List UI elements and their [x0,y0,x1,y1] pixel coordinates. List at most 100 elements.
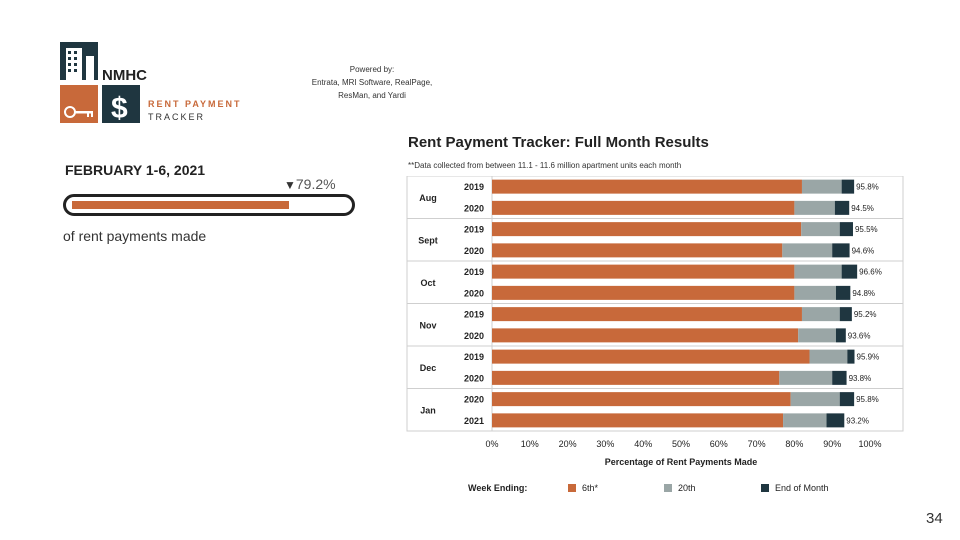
powered-by: Powered by: Entrata, MRI Software, RealP… [296,63,448,102]
bar-segment-end-of-month [839,307,852,322]
bar-segment-twentieth [801,307,840,322]
down-triangle-icon: ▼ [284,178,296,192]
powered-by-line: Powered by: [349,65,395,74]
kpi-progress-bar [63,194,355,216]
data-label: 94.8% [852,289,875,298]
data-label: 95.2% [854,310,877,319]
x-tick-label: 10% [521,439,539,449]
bar-segment-twentieth [782,243,833,258]
bar-segment-twentieth [779,370,833,385]
kpi-value: ▼79.2% [284,176,336,192]
bar-segment-end-of-month [841,179,855,194]
logo-line1: RENT PAYMENT [148,99,242,109]
bar-segment-twentieth [790,392,840,407]
bar-segment-sixth [492,307,802,322]
bar-segment-end-of-month [832,243,850,258]
bar-segment-twentieth [794,200,835,215]
x-tick-label: 80% [785,439,803,449]
bar-segment-sixth [492,222,802,237]
data-label: 94.6% [852,246,875,255]
year-label: 2019 [464,352,484,362]
month-label: Sept [418,235,438,245]
data-label: 93.2% [846,416,869,425]
kpi-progress-fill [72,201,289,209]
chart-title: Rent Payment Tracker: Full Month Results [408,134,709,151]
year-label: 2019 [464,310,484,320]
kpi-caption: of rent payments made [63,228,207,244]
nmhc-logo: NMHC $ RENT PAYMENT TRACKER [60,42,250,128]
logo-line2: TRACKER [148,112,206,122]
data-label: 96.6% [859,268,882,277]
legend-item-sixth: 6th* [568,483,598,493]
bar-segment-twentieth [798,328,836,343]
logo-org-text: NMHC [102,67,147,84]
bar-segment-end-of-month [832,370,847,385]
x-tick-label: 20% [559,439,577,449]
legend-item-end-of-month: End of Month [761,483,829,493]
data-label: 93.6% [848,331,871,340]
legend-title: Week Ending: [468,483,528,493]
bar-segment-twentieth [801,222,840,237]
bar-segment-end-of-month [834,200,850,215]
month-label: Jan [420,405,436,415]
bar-segment-sixth [492,285,795,300]
year-label: 2019 [464,225,484,235]
bar-segment-end-of-month [835,328,846,343]
year-label: 2021 [464,416,484,426]
data-label: 95.8% [856,395,879,404]
year-label: 2019 [464,182,484,192]
data-label: 95.8% [856,183,879,192]
x-axis-label: Percentage of Rent Payments Made [605,457,758,467]
kpi-title: FEBRUARY 1-6, 2021 [65,162,206,178]
page-number: 34 [926,510,943,527]
bar-segment-sixth [492,328,799,343]
data-label: 94.5% [851,204,874,213]
x-tick-label: 90% [823,439,841,449]
data-label: 93.8% [849,374,872,383]
year-label: 2020 [464,203,484,213]
data-label: 95.5% [855,225,878,234]
x-tick-label: 40% [634,439,652,449]
bar-segment-twentieth [809,349,848,364]
legend-label: 6th* [582,483,599,493]
month-label: Aug [419,193,437,203]
x-tick-label: 50% [672,439,690,449]
stacked-bar-chart: Aug 2019 95.8% 2020 94.5% Sept 2019 95.5% 2020 94… [406,176,904,467]
year-label: 2019 [464,267,484,277]
bar-segment-twentieth [801,179,842,194]
x-tick-label: 0% [485,439,498,449]
bar-segment-sixth [492,179,802,194]
data-label: 95.9% [857,353,880,362]
year-label: 2020 [464,246,484,256]
bar-segment-end-of-month [841,264,858,279]
svg-text:$: $ [111,92,128,125]
month-label: Dec [420,363,437,373]
month-label: Oct [420,278,435,288]
year-label: 2020 [464,331,484,341]
bar-segment-twentieth [783,413,827,428]
legend-item-twentieth: 20th [664,483,696,493]
bar-segment-sixth [492,413,784,428]
legend-swatch-sixth [568,484,576,492]
bar-segment-end-of-month [839,222,853,237]
bar-segment-sixth [492,200,795,215]
legend-swatch-twentieth [664,484,672,492]
bar-segment-twentieth [794,285,836,300]
bar-segment-sixth [492,264,795,279]
bar-segment-end-of-month [835,285,851,300]
month-label: Nov [419,320,436,330]
legend-label: End of Month [775,483,829,493]
x-tick-label: 60% [710,439,728,449]
legend-label: 20th [678,483,696,493]
bar-segment-sixth [492,392,791,407]
year-label: 2020 [464,288,484,298]
bar-segment-sixth [492,349,810,364]
bar-segment-end-of-month [847,349,855,364]
bar-segment-end-of-month [826,413,845,428]
kpi-value-text: 79.2% [295,176,336,192]
bar-segment-sixth [492,243,783,258]
powered-by-line: ResMan, and Yardi [338,91,406,100]
legend-swatch-end-of-month [761,484,769,492]
x-tick-label: 70% [748,439,766,449]
year-label: 2020 [464,395,484,405]
